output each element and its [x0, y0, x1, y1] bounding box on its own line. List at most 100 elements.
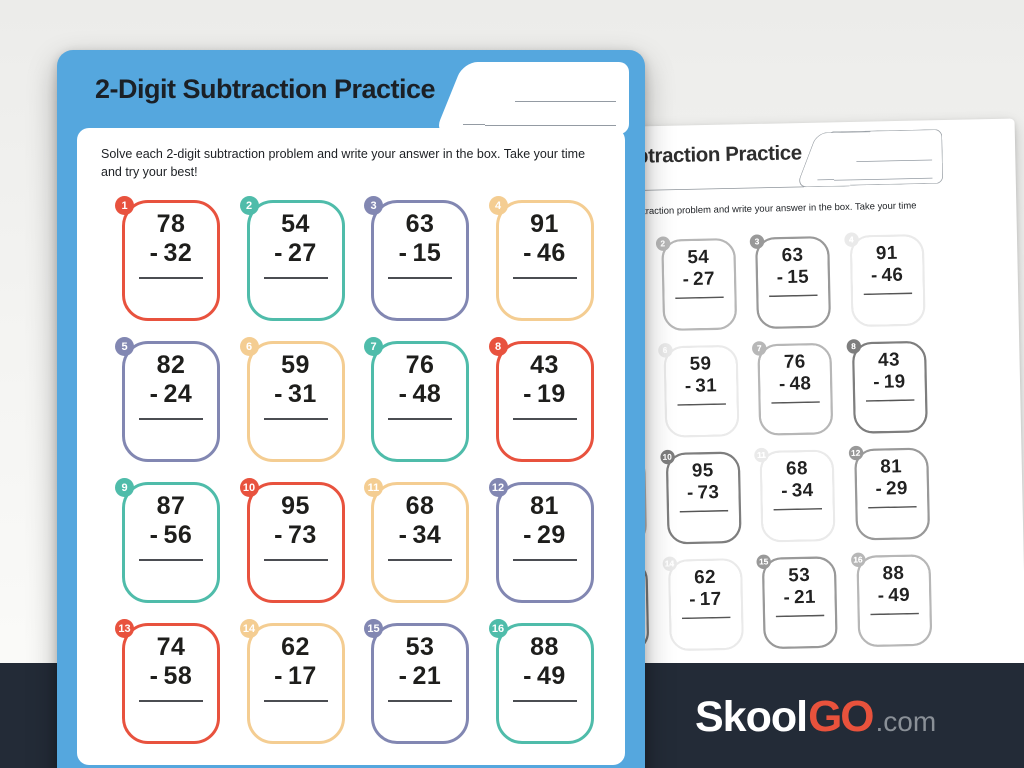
- problem-card: 12 81-29: [488, 478, 594, 603]
- problem-number-badge: 10: [659, 449, 675, 465]
- minus-sign: -: [274, 239, 283, 267]
- minuend-value: 59: [281, 351, 310, 379]
- answer-line: [388, 277, 452, 279]
- answer-line: [773, 507, 823, 511]
- problem-card: 15 53-21: [364, 619, 469, 744]
- minus-sign: -: [398, 380, 408, 408]
- problem-number-badge: 8: [488, 337, 508, 356]
- minuend-value: 82: [156, 351, 186, 379]
- problem-number-badge: 14: [239, 619, 259, 638]
- problem-card: 16 88-49: [850, 552, 933, 648]
- minus-sign: -: [398, 521, 408, 549]
- problem-number-badge: 6: [657, 343, 673, 358]
- minus-sign: -: [523, 521, 532, 549]
- problem-number-badge: 16: [850, 552, 866, 568]
- subtrahend-value: -49: [523, 662, 566, 690]
- subtrahend-value: -48: [398, 380, 442, 408]
- problem-card: 15 53-21: [756, 554, 838, 650]
- minus-sign: -: [274, 521, 283, 549]
- minuend-value: 87: [156, 492, 186, 520]
- problem-number-badge: 7: [364, 337, 383, 356]
- answer-line: [139, 700, 203, 702]
- answer-line: [139, 559, 203, 561]
- name-tab: [827, 129, 944, 187]
- subtrahend-value: -19: [523, 380, 566, 408]
- answer-line: [512, 418, 577, 420]
- answer-line: [139, 418, 203, 420]
- problem-card: 9 87-56: [115, 478, 220, 603]
- problem-card: 8 43-19: [846, 339, 928, 434]
- minus-sign: -: [149, 380, 159, 408]
- answer-line: [870, 612, 919, 616]
- minuend-value: 88: [882, 562, 905, 584]
- problem-card: 3 63-15: [364, 196, 469, 321]
- minus-sign: -: [523, 239, 532, 267]
- problem-card: 7 76-48: [751, 341, 834, 436]
- minuend-value: 53: [405, 633, 435, 661]
- subtrahend-value: -15: [776, 265, 810, 288]
- problem-card: 3 63-15: [749, 234, 832, 330]
- subtrahend-value: -27: [682, 267, 716, 290]
- date-writing-line: [463, 124, 616, 126]
- subtrahend-value: -17: [274, 662, 317, 690]
- answer-line: [388, 559, 452, 561]
- minuend-value: 63: [405, 210, 435, 238]
- minuend-value: 62: [281, 633, 310, 661]
- subtrahend-value: -46: [523, 239, 566, 267]
- minuend-value: 91: [875, 242, 898, 264]
- problem-card: 11 68-34: [754, 447, 836, 543]
- problem-number-badge: 5: [115, 337, 134, 356]
- answer-line: [681, 616, 731, 620]
- minuend-value: 54: [687, 246, 710, 268]
- minus-sign: -: [274, 380, 283, 408]
- minuend-value: 95: [281, 492, 310, 520]
- minus-sign: -: [523, 380, 532, 408]
- minus-sign: -: [398, 239, 408, 267]
- subtrahend-value: -19: [873, 370, 906, 393]
- subtrahend-value: -31: [274, 380, 317, 408]
- minus-sign: -: [689, 588, 697, 610]
- problem-card: 6 59-31: [657, 343, 740, 438]
- problem-card: 2 54-27: [655, 236, 737, 332]
- problem-card: 7 76-48: [364, 337, 469, 462]
- minuend-value: 88: [530, 633, 559, 661]
- answer-line: [867, 505, 917, 509]
- subtrahend-value: -29: [523, 521, 566, 549]
- minus-sign: -: [274, 662, 283, 690]
- minuend-value: 76: [783, 350, 806, 373]
- subtrahend-value: -56: [149, 521, 193, 549]
- problem-number-badge: 12: [848, 445, 864, 461]
- problem-card: 8 43-19: [488, 337, 594, 462]
- problem-number-badge: 9: [115, 478, 134, 497]
- minuend-value: 74: [156, 633, 186, 661]
- answer-line: [863, 292, 912, 296]
- answer-line: [263, 418, 328, 420]
- subtrahend-value: -24: [149, 380, 193, 408]
- answer-line: [512, 700, 577, 702]
- logo-com-text: .com: [875, 706, 937, 737]
- problem-number-badge: 1: [115, 196, 134, 215]
- problem-number-badge: 8: [846, 339, 861, 354]
- minuend-value: 43: [877, 348, 901, 371]
- problem-number-badge: 4: [488, 196, 508, 215]
- problem-number-badge: 2: [239, 196, 259, 215]
- problem-number-badge: 14: [662, 556, 677, 572]
- problem-card: 16 88-49: [488, 619, 594, 744]
- answer-line: [512, 559, 577, 561]
- answer-line: [263, 559, 328, 561]
- minuend-value: 81: [880, 455, 903, 478]
- problem-card: 10 95-73: [239, 478, 345, 603]
- problem-card: 1 78-32: [115, 196, 220, 321]
- minus-sign: -: [686, 481, 694, 504]
- subtrahend-value: -21: [783, 586, 817, 608]
- answer-line: [388, 700, 452, 702]
- answer-line: [677, 403, 726, 406]
- problem-number-badge: 16: [488, 619, 508, 638]
- minus-sign: -: [877, 584, 885, 606]
- answer-line: [679, 509, 728, 513]
- subtrahend-value: -58: [149, 662, 193, 690]
- subtrahend-value: -31: [684, 374, 718, 397]
- problem-card: 2 54-27: [239, 196, 345, 321]
- answer-line: [674, 296, 724, 300]
